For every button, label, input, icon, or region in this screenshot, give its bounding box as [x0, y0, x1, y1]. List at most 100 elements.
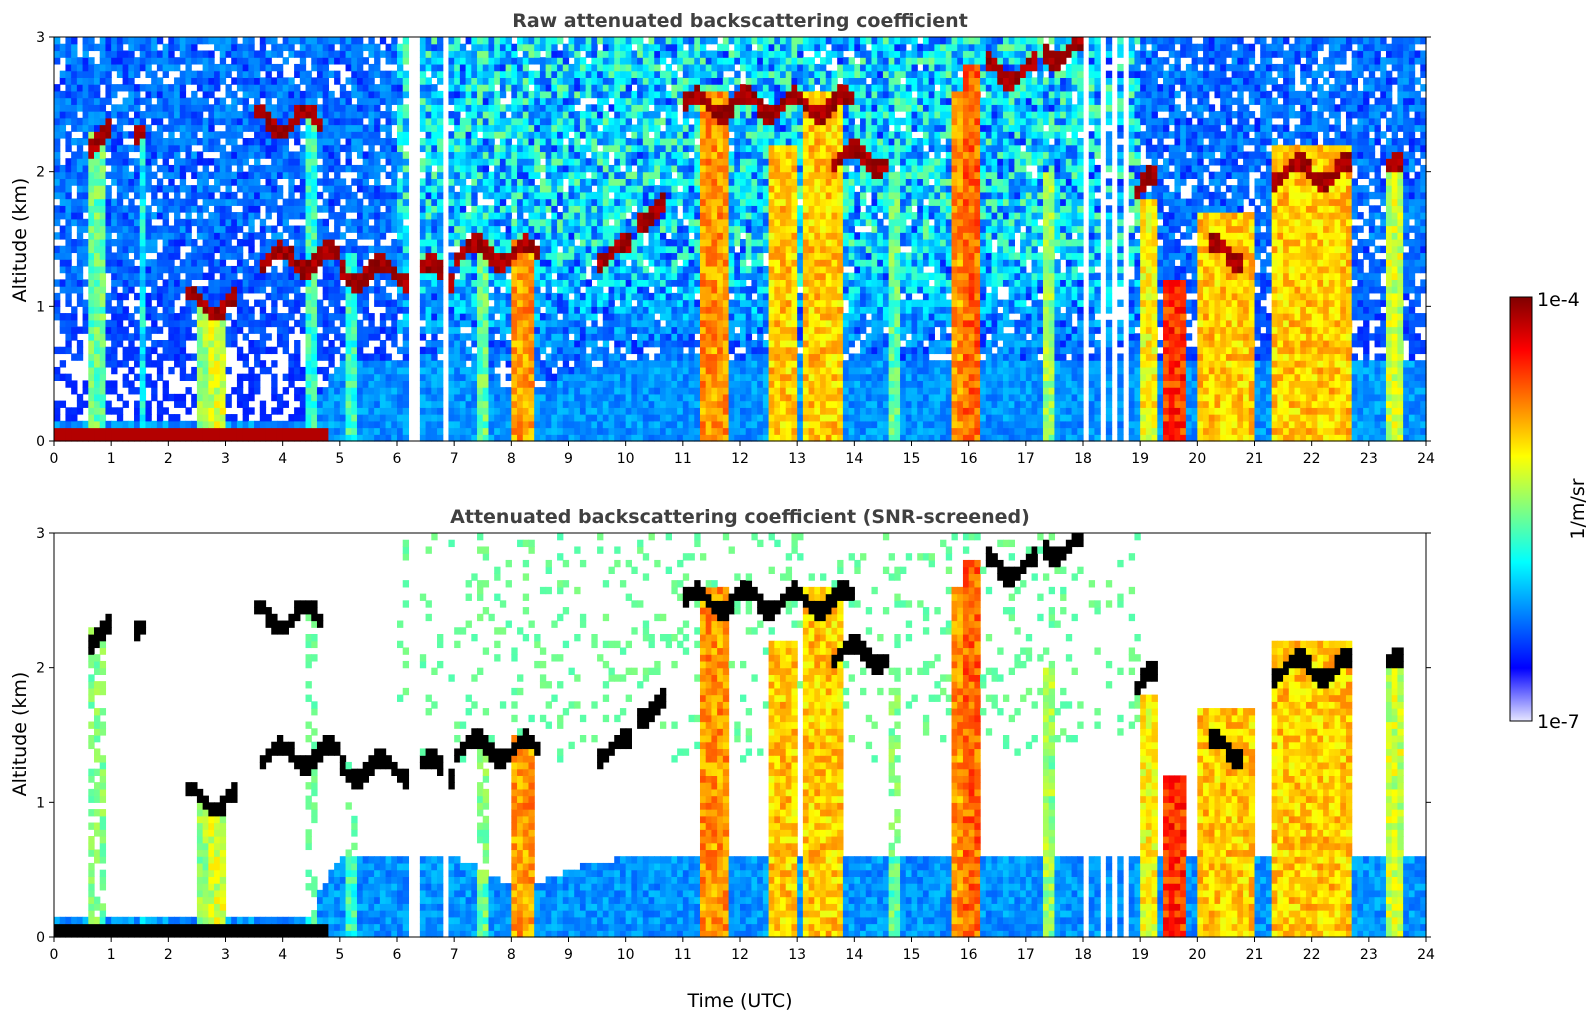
heatmap-cell [243, 178, 249, 185]
heatmap-cell [591, 138, 597, 145]
heatmap-cell [231, 293, 237, 300]
heatmap-cell [346, 428, 352, 435]
heatmap-cell [174, 185, 180, 192]
heatmap-cell [100, 293, 106, 300]
heatmap-cell [374, 50, 380, 57]
heatmap-cell [551, 428, 557, 435]
heatmap-cell [580, 394, 586, 401]
heatmap-cell [511, 266, 517, 273]
heatmap-cell [591, 145, 597, 152]
heatmap-cell [323, 273, 329, 280]
heatmap-cell [351, 259, 357, 266]
heatmap-cell [397, 77, 403, 84]
heatmap-cell [191, 77, 197, 84]
heatmap-cell [168, 246, 174, 253]
heatmap-cell [334, 333, 340, 340]
heatmap-cell [540, 347, 546, 354]
heatmap-cell [243, 286, 249, 293]
heatmap-cell [528, 380, 534, 387]
heatmap-cell [180, 205, 186, 212]
heatmap-cell [426, 360, 432, 367]
heatmap-cell [540, 125, 546, 132]
heatmap-cell [506, 266, 512, 273]
heatmap-cell [168, 165, 174, 172]
heatmap-cell [597, 151, 603, 158]
heatmap-cell [340, 293, 346, 300]
heatmap-cell [117, 71, 123, 78]
heatmap-cell [506, 360, 512, 367]
heatmap-cell [580, 347, 586, 354]
heatmap-cell [494, 125, 500, 132]
heatmap-cell [597, 246, 603, 253]
heatmap-cell [574, 387, 580, 394]
heatmap-cell [448, 158, 454, 165]
heatmap-cell [403, 387, 409, 394]
heatmap-cell [220, 374, 226, 381]
heatmap-cell [380, 367, 386, 374]
heatmap-cell [397, 71, 403, 78]
heatmap-cell [306, 239, 312, 246]
heatmap-cell [151, 347, 157, 354]
heatmap-cell [420, 300, 426, 307]
heatmap-cell [283, 333, 289, 340]
heatmap-cell [483, 165, 489, 172]
heatmap-cell [111, 273, 117, 280]
heatmap-cell [105, 380, 111, 387]
heatmap-cell [77, 219, 83, 226]
heatmap-cell [323, 246, 329, 253]
heatmap-cell [271, 104, 277, 111]
heatmap-cell [105, 37, 111, 44]
heatmap-cell [500, 353, 506, 360]
heatmap-cell [454, 37, 460, 44]
heatmap-cell [351, 37, 357, 44]
heatmap-cell [237, 246, 243, 253]
heatmap-cell [483, 266, 489, 273]
heatmap-cell [266, 98, 272, 105]
heatmap-cell [266, 259, 272, 266]
heatmap-cell [528, 306, 534, 313]
heatmap-cell [323, 353, 329, 360]
heatmap-cell [60, 111, 66, 118]
heatmap-cell [597, 327, 603, 334]
heatmap-cell [197, 212, 203, 219]
heatmap-cell [551, 125, 557, 132]
heatmap-cell [346, 104, 352, 111]
heatmap-cell [614, 44, 620, 51]
heatmap-cell [437, 151, 443, 158]
heatmap-cell [397, 178, 403, 185]
heatmap-cell [380, 401, 386, 408]
heatmap-cell [277, 98, 283, 105]
heatmap-cell [266, 71, 272, 78]
heatmap-cell [574, 165, 580, 172]
heatmap-cell [466, 185, 472, 192]
heatmap-cell [534, 212, 540, 219]
heatmap-cell [494, 158, 500, 165]
heatmap-cell [231, 286, 237, 293]
heatmap-cell [477, 246, 483, 253]
heatmap-cell [254, 360, 260, 367]
heatmap-cell [248, 273, 254, 280]
heatmap-cell [226, 125, 232, 132]
heatmap-cell [334, 219, 340, 226]
heatmap-cell [597, 232, 603, 239]
heatmap-cell [271, 151, 277, 158]
heatmap-cell [134, 219, 140, 226]
heatmap-cell [546, 118, 552, 125]
heatmap-cell [105, 428, 111, 435]
heatmap-cell [300, 131, 306, 138]
heatmap-cell [271, 286, 277, 293]
heatmap-cell [380, 353, 386, 360]
heatmap-cell [403, 185, 409, 192]
heatmap-cell [151, 50, 157, 57]
heatmap-cell [431, 293, 437, 300]
heatmap-cell [351, 205, 357, 212]
heatmap-cell [471, 327, 477, 334]
heatmap-cell [163, 50, 169, 57]
heatmap-cell [94, 98, 100, 105]
heatmap-cell [306, 360, 312, 367]
heatmap-cell [306, 333, 312, 340]
heatmap-cell [574, 77, 580, 84]
heatmap-cell [260, 192, 266, 199]
heatmap-cell [586, 125, 592, 132]
heatmap-cell [65, 165, 71, 172]
